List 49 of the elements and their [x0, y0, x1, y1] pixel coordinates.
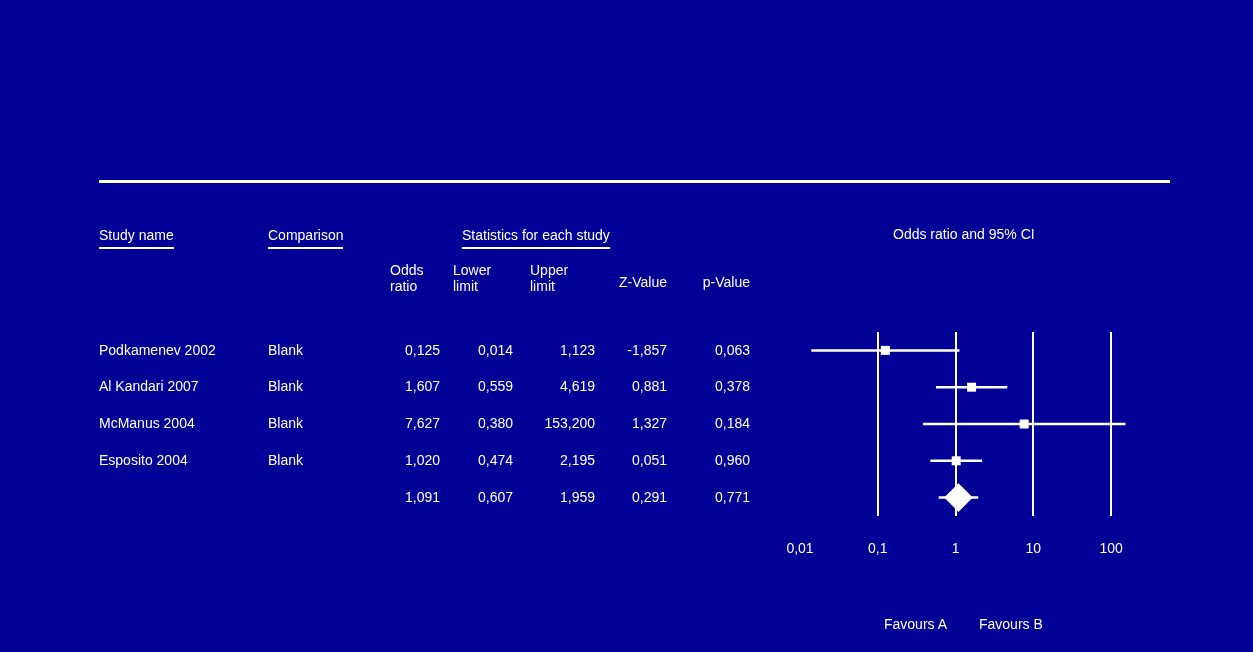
x-tick-label: 0,1	[868, 540, 888, 556]
text: 0,125	[404, 342, 440, 358]
text: 0,607	[477, 489, 513, 505]
text: 0,291	[631, 489, 667, 505]
text: 7,627	[404, 415, 440, 431]
text: 0,380	[477, 415, 513, 431]
text: 0,378	[714, 378, 750, 394]
text: 153,200	[544, 415, 595, 431]
text: Favours B	[979, 616, 1043, 632]
text: 1,020	[404, 452, 440, 468]
category-label: Blank	[268, 452, 304, 468]
text: -1,857	[627, 342, 667, 358]
text: 0,051	[631, 452, 667, 468]
text: Study name	[99, 227, 174, 249]
text: 0,014	[477, 342, 513, 358]
text: 0,474	[477, 452, 513, 468]
category-label: Al Kandari 2007	[99, 378, 199, 394]
text: 0,559	[477, 378, 513, 394]
text: 1,959	[559, 489, 595, 505]
category-label: McManus 2004	[99, 415, 195, 431]
text: 4,619	[559, 378, 595, 394]
x-tick-label: 1	[951, 540, 960, 556]
category-label: Lower limit	[453, 262, 493, 294]
text: 0,771	[714, 489, 750, 505]
text: 0,881	[631, 378, 667, 394]
category-label: Podkamenev 2002	[99, 342, 216, 358]
x-tick-label: 0,01	[786, 540, 814, 556]
text: 1,091	[404, 489, 440, 505]
text: 0,063	[714, 342, 750, 358]
text: 1,607	[404, 378, 440, 394]
category-label: p-Value	[702, 274, 750, 290]
category-label: Odds ratio	[390, 262, 425, 294]
category-label: Upper limit	[530, 262, 570, 294]
category-label: Esposito 2004	[99, 452, 188, 468]
text: 0,960	[714, 452, 750, 468]
category-label: Blank	[268, 378, 304, 394]
text: Favours A	[884, 616, 948, 632]
text: Comparison	[268, 227, 344, 249]
text: 1,123	[559, 342, 595, 358]
category-label: Blank	[268, 342, 304, 358]
text: 0,184	[714, 415, 750, 431]
text: Statistics for each study	[462, 227, 610, 249]
text: 2,195	[559, 452, 595, 468]
category-label: Blank	[268, 415, 304, 431]
text: 1,327	[631, 415, 667, 431]
x-tick-label: 100	[1099, 540, 1124, 556]
x-tick-label: 10	[1025, 540, 1042, 556]
chart-title: Odds ratio and 95% CI	[893, 226, 1035, 242]
category-label: Z-Value	[619, 274, 667, 290]
